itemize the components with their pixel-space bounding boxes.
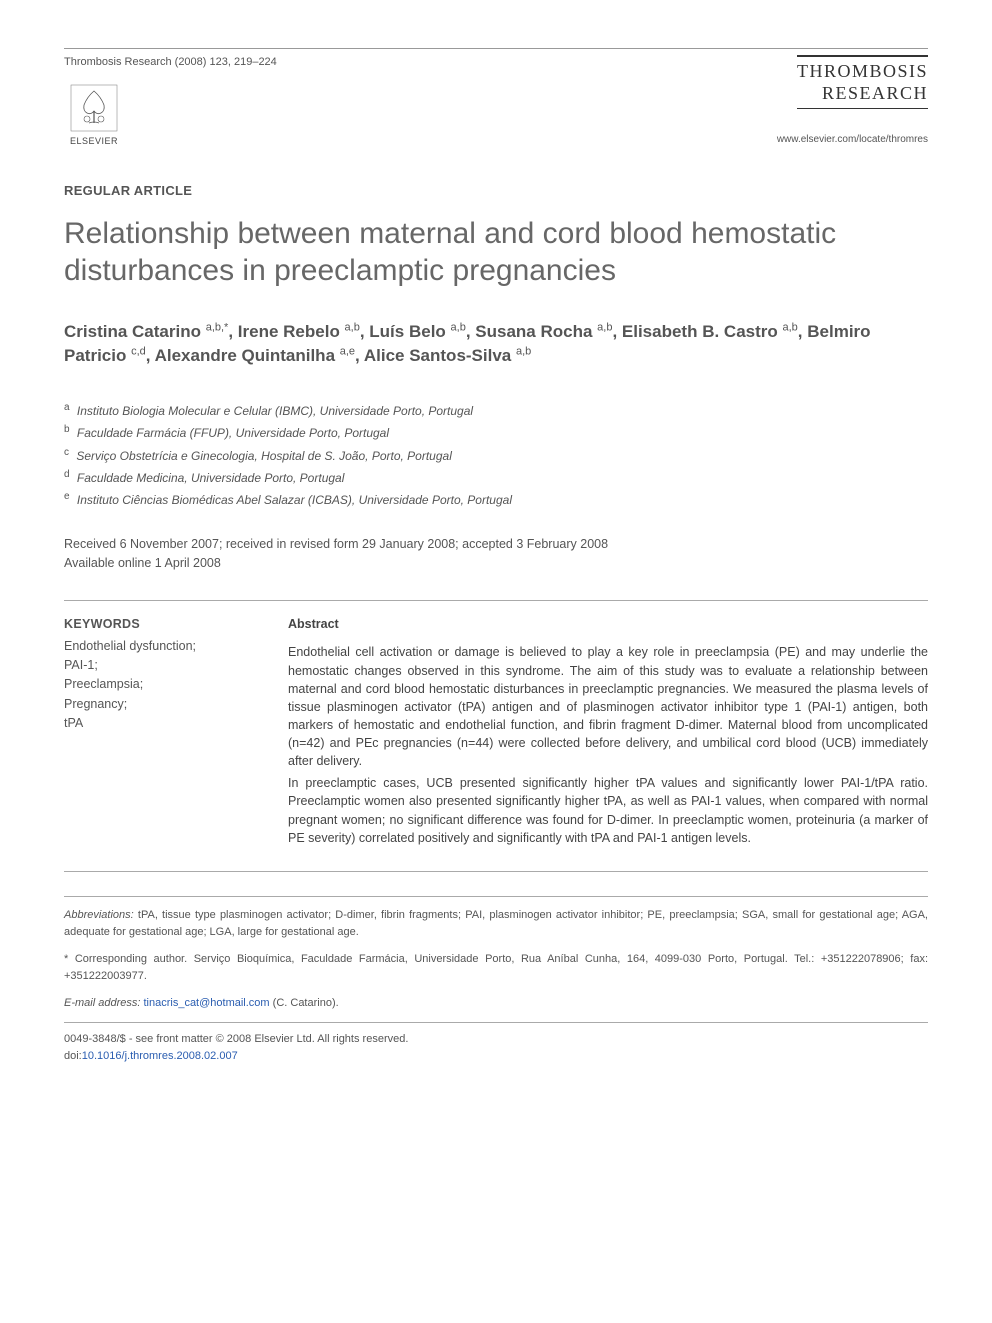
header-left: Thrombosis Research (2008) 123, 219–224 … — [64, 55, 277, 150]
abbreviations-label: Abbreviations: — [64, 909, 134, 921]
keyword-item: PAI-1; — [64, 656, 264, 675]
publisher-name: ELSEVIER — [70, 135, 118, 148]
email-attribution: (C. Catarino). — [273, 997, 339, 1009]
corresponding-author-footnote: * Corresponding author. Serviço Bioquími… — [64, 951, 928, 985]
footnotes: Abbreviations: tPA, tissue type plasmino… — [64, 896, 928, 1012]
journal-title-line2: RESEARCH — [797, 83, 928, 105]
affiliation-item: b Faculdade Farmácia (FFUP), Universidad… — [64, 421, 928, 443]
keyword-item: Preeclampsia; — [64, 675, 264, 694]
affiliations-list: a Instituto Biologia Molecular e Celular… — [64, 399, 928, 511]
keyword-item: Endothelial dysfunction; — [64, 637, 264, 656]
abstract-column: Abstract Endothelial cell activation or … — [288, 615, 928, 851]
abbreviations-footnote: Abbreviations: tPA, tissue type plasmino… — [64, 907, 928, 941]
affiliation-item: c Serviço Obstetrícia e Ginecologia, Hos… — [64, 444, 928, 466]
keywords-column: KEYWORDS Endothelial dysfunction;PAI-1;P… — [64, 615, 264, 851]
copyright-block: 0049-3848/$ - see front matter © 2008 El… — [64, 1022, 928, 1064]
header-right: THROMBOSIS RESEARCH www.elsevier.com/loc… — [777, 55, 928, 147]
elsevier-tree-icon — [69, 83, 119, 133]
email-label: E-mail address: — [64, 997, 140, 1009]
article-type: REGULAR ARTICLE — [64, 182, 928, 200]
affiliation-item: e Instituto Ciências Biomédicas Abel Sal… — [64, 488, 928, 510]
doi-line: doi:10.1016/j.thromres.2008.02.007 — [64, 1048, 928, 1065]
dates-online-line: Available online 1 April 2008 — [64, 554, 928, 573]
abbreviations-text: tPA, tissue type plasminogen activator; … — [64, 909, 928, 938]
journal-url: www.elsevier.com/locate/thromres — [777, 133, 928, 147]
journal-title-box: THROMBOSIS RESEARCH — [797, 55, 928, 109]
keyword-item: Pregnancy; — [64, 695, 264, 714]
citation: Thrombosis Research (2008) 123, 219–224 — [64, 55, 277, 70]
keyword-item: tPA — [64, 714, 264, 733]
elsevier-logo: ELSEVIER — [64, 80, 124, 150]
email-footnote: E-mail address: tinacris_cat@hotmail.com… — [64, 995, 928, 1012]
page-header: Thrombosis Research (2008) 123, 219–224 … — [64, 48, 928, 150]
doi-link[interactable]: 10.1016/j.thromres.2008.02.007 — [82, 1050, 238, 1062]
email-link[interactable]: tinacris_cat@hotmail.com — [143, 997, 269, 1009]
keywords-abstract-row: KEYWORDS Endothelial dysfunction;PAI-1;P… — [64, 600, 928, 872]
abstract-body: Endothelial cell activation or damage is… — [288, 643, 928, 846]
affiliation-item: a Instituto Biologia Molecular e Celular… — [64, 399, 928, 421]
copyright-text: 0049-3848/$ - see front matter © 2008 El… — [64, 1031, 928, 1048]
authors-list: Cristina Catarino a,b,*, Irene Rebelo a,… — [64, 320, 928, 369]
article-title: Relationship between maternal and cord b… — [64, 215, 928, 290]
affiliation-item: d Faculdade Medicina, Universidade Porto… — [64, 466, 928, 488]
dates-received-line: Received 6 November 2007; received in re… — [64, 535, 928, 554]
keywords-heading: KEYWORDS — [64, 615, 264, 634]
article-dates: Received 6 November 2007; received in re… — [64, 535, 928, 573]
abstract-heading: Abstract — [288, 615, 928, 633]
abstract-paragraph: In preeclamptic cases, UCB presented sig… — [288, 774, 928, 847]
journal-title-line1: THROMBOSIS — [797, 61, 928, 83]
abstract-paragraph: Endothelial cell activation or damage is… — [288, 643, 928, 770]
doi-label: doi: — [64, 1050, 82, 1062]
keywords-list: Endothelial dysfunction;PAI-1;Preeclamps… — [64, 637, 264, 734]
